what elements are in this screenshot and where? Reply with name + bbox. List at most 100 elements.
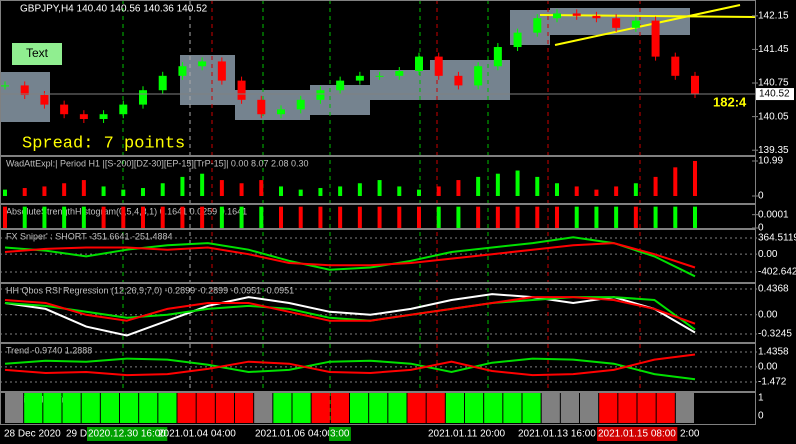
- countdown: 182:4: [713, 94, 747, 109]
- histogram-bar: [219, 180, 224, 196]
- histogram-bar: [141, 206, 145, 228]
- y-tick-label: 141.45: [758, 44, 789, 55]
- candle: [139, 90, 147, 105]
- y-tick-label: 140.75: [758, 78, 789, 89]
- candle: [217, 61, 226, 81]
- histogram-bar: [357, 183, 362, 196]
- histogram-bar: [673, 167, 678, 196]
- trend-block: [62, 393, 81, 423]
- histogram-bar: [62, 183, 67, 196]
- histogram-bar: [673, 206, 678, 228]
- histogram-bar: [614, 206, 619, 228]
- time-label: 2021.01.06 04:00: [255, 429, 333, 440]
- trend-block: [580, 393, 599, 423]
- trend-block: [599, 393, 618, 423]
- trend-block: [196, 393, 215, 423]
- histogram-bar: [555, 183, 559, 196]
- panel-label: WadAttExpl:| Period H1 |[S-200][DZ-30][E…: [6, 158, 309, 168]
- histogram-bar: [357, 206, 362, 228]
- histogram-bar: [200, 173, 205, 196]
- candle: [237, 80, 246, 100]
- histogram-bar: [160, 206, 165, 228]
- trend-block: [43, 393, 62, 423]
- indicator-line: [4, 296, 696, 325]
- histogram-bar: [653, 206, 658, 228]
- histogram-bar: [141, 188, 145, 196]
- y-tick-label: 1.4358: [758, 347, 789, 358]
- indicator-line: [4, 353, 696, 377]
- histogram-bar: [574, 186, 579, 196]
- histogram-bar: [456, 206, 461, 228]
- histogram-bar: [318, 188, 323, 196]
- time-label: 2020.12.30 16:00: [88, 429, 166, 440]
- y-tick-label: 0: [758, 223, 764, 234]
- histogram-bar: [476, 206, 481, 228]
- indicator-line: [4, 357, 696, 381]
- candle: [631, 20, 640, 28]
- candle: [513, 32, 522, 48]
- trend-block: [81, 393, 100, 423]
- histogram-bar: [200, 206, 205, 228]
- time-label: 2021.01.04 04:00: [158, 429, 236, 440]
- histogram-bar: [515, 170, 520, 196]
- text-button[interactable]: [12, 43, 62, 65]
- histogram-bar: [338, 186, 343, 196]
- histogram-bar: [456, 180, 461, 196]
- time-label: 2021.01.15 08:00: [598, 429, 676, 440]
- y-tick-label: 1: [758, 393, 764, 404]
- y-tick-label: 142.15: [758, 10, 789, 21]
- histogram-bar: [693, 206, 697, 228]
- y-tick-label: 0.00: [758, 309, 778, 320]
- histogram-bar: [239, 206, 244, 228]
- candle: [40, 95, 49, 105]
- histogram-bar: [693, 160, 697, 196]
- histogram-bar: [101, 206, 106, 228]
- trend-block: [465, 393, 484, 423]
- panel-label: FX Sniper' : SHORT -351.6641 -251.4884: [6, 231, 172, 241]
- candle: [375, 75, 384, 77]
- histogram-bar: [436, 206, 441, 228]
- histogram-bar: [495, 173, 500, 196]
- histogram-bar: [160, 183, 165, 196]
- histogram-bar: [397, 206, 402, 228]
- trend-block: [426, 393, 445, 423]
- histogram-bar: [594, 189, 599, 196]
- histogram-bar: [653, 176, 658, 196]
- candle: [198, 61, 207, 67]
- trend-block: [675, 393, 694, 423]
- histogram-bar: [298, 189, 303, 196]
- time-label: 2021.01.11 20:00: [428, 429, 506, 440]
- y-tick-label: 0: [758, 191, 764, 202]
- histogram-bar: [259, 180, 264, 196]
- histogram-bar: [377, 180, 382, 196]
- y-tick-label: 0.0001: [758, 209, 789, 220]
- candle: [533, 18, 542, 33]
- price-label: 140.52: [759, 89, 790, 100]
- time-label: 28 Dec 2020: [4, 429, 61, 440]
- time-label: 2021.01.13 16:00: [518, 429, 596, 440]
- histogram-bar: [22, 188, 27, 196]
- candle: [415, 56, 423, 72]
- trend-block: [24, 393, 43, 423]
- candle: [20, 85, 29, 96]
- text-button-label[interactable]: Text: [26, 46, 49, 60]
- candle: [60, 104, 69, 115]
- trend-block: [5, 393, 24, 423]
- panel-label: Nihilist Ultra Trend: [6, 394, 80, 404]
- candle: [493, 47, 502, 67]
- histogram-bar: [180, 176, 185, 196]
- trend-block: [292, 393, 311, 423]
- candle: [178, 66, 187, 76]
- panel-label: HH Qbos RSI Regression (12,26,9,7,0) -0.…: [6, 285, 294, 295]
- trend-block: [139, 393, 158, 423]
- time-label-bg: [597, 427, 678, 441]
- trend-block: [158, 393, 177, 423]
- histogram-bar: [535, 206, 540, 228]
- histogram-bar: [101, 186, 106, 196]
- histogram-bar: [476, 176, 481, 196]
- histogram-bar: [436, 186, 441, 196]
- spread-text: Spread: 7 points: [22, 134, 185, 153]
- candle: [158, 75, 167, 91]
- candle: [336, 80, 345, 91]
